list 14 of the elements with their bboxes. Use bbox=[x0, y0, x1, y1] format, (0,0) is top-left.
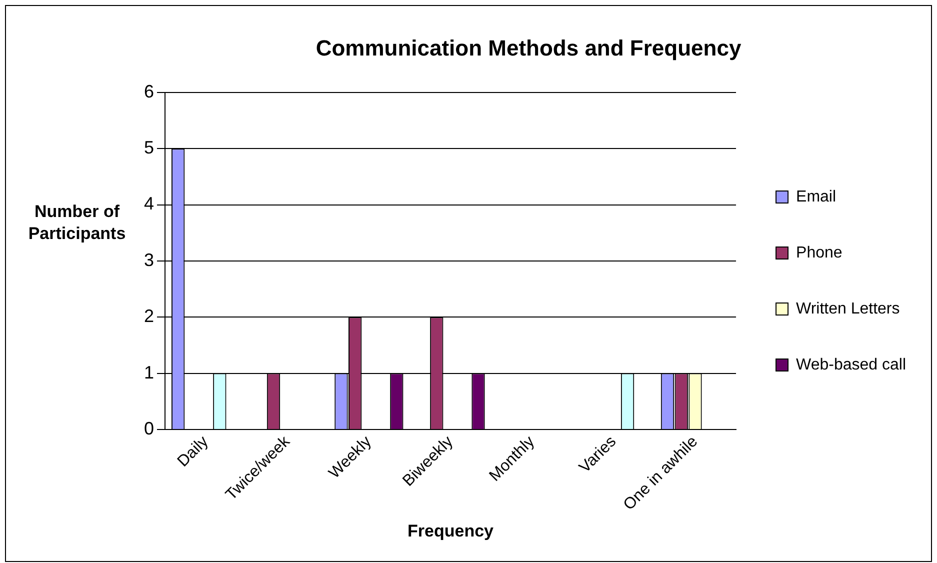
legend-label: Email bbox=[796, 188, 836, 206]
legend-label: Written Letters bbox=[796, 300, 900, 318]
y-tick-label: 2 bbox=[144, 306, 154, 326]
y-tick-label: 5 bbox=[144, 138, 154, 158]
y-axis-title: Number of Participants bbox=[27, 201, 127, 246]
y-tick-label: 3 bbox=[144, 250, 154, 270]
legend-label: Phone bbox=[796, 244, 842, 262]
legend-label: Web-based call bbox=[796, 356, 906, 374]
x-axis-title: Frequency bbox=[408, 521, 494, 540]
chart-title: Communication Methods and Frequency bbox=[316, 35, 742, 60]
y-tick-label: 1 bbox=[144, 362, 154, 382]
y-tick-label: 4 bbox=[144, 194, 154, 214]
y-tick-label: 0 bbox=[144, 418, 154, 438]
y-tick-label: 6 bbox=[144, 81, 154, 102]
